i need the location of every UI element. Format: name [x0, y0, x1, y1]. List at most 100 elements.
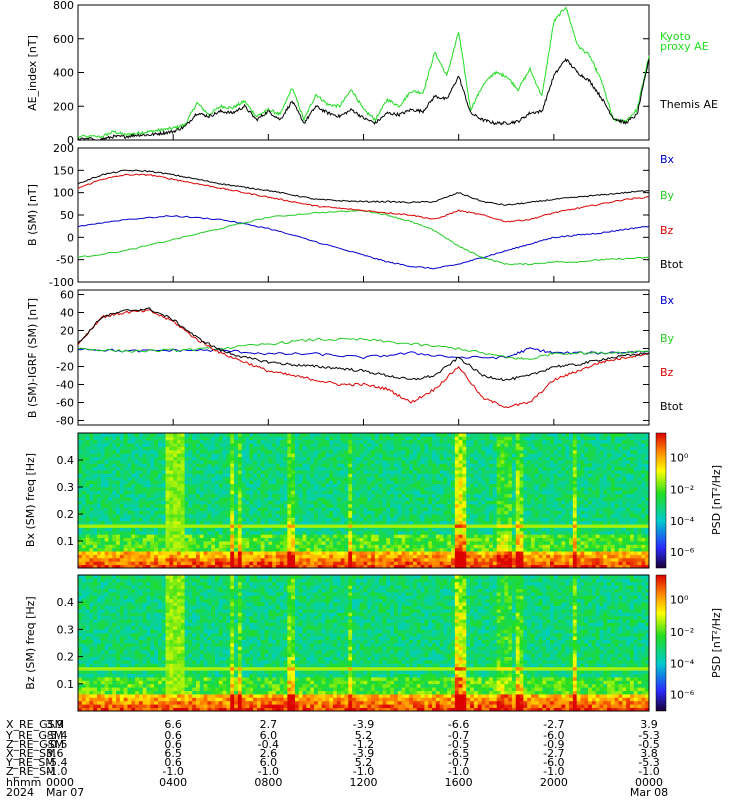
spectrogram-cell [249, 530, 254, 535]
spectrogram-cell [283, 527, 288, 532]
spectrogram-cell [218, 433, 224, 437]
spectrogram-cell [534, 527, 540, 532]
spectrogram-cell [291, 436, 296, 441]
spectrogram-cell [538, 561, 543, 566]
spectrogram-cell [249, 507, 254, 512]
spectrogram-cell [264, 487, 269, 491]
spectrogram-cell [203, 480, 208, 485]
spectrogram-cell [127, 453, 132, 458]
spectrogram-cell [176, 460, 182, 464]
spectrogram-cell [131, 564, 136, 569]
spectrogram-cell [477, 453, 482, 458]
spectrogram-cell [237, 500, 243, 505]
spectrogram-cell [458, 527, 463, 532]
spectrogram-cell [97, 524, 102, 528]
spectrogram-cell [302, 527, 307, 532]
spectrogram-cell [367, 541, 372, 545]
spectrogram-cell [100, 514, 106, 518]
spectrogram-cell [135, 557, 140, 562]
spectrogram-cell [275, 544, 281, 549]
spectrogram-cell [504, 436, 509, 441]
spectrogram-cell [104, 561, 109, 566]
spectrogram-cell [390, 449, 395, 454]
spectrogram-cell [157, 507, 163, 512]
spectrogram-cell [523, 497, 528, 501]
spectrogram-cell [241, 527, 246, 532]
spectrogram-cell [412, 497, 418, 501]
spectrogram-cell [382, 510, 387, 515]
spectrogram-cell [530, 439, 536, 444]
spectrogram-cell [496, 503, 501, 508]
spectrogram-cell [447, 497, 452, 501]
spectrogram-cell [85, 520, 90, 525]
spectrogram-cell [169, 483, 174, 488]
spectrogram-cell [215, 476, 220, 481]
spectrogram-cell [275, 561, 281, 566]
spectrogram-cell [161, 551, 166, 555]
spectrogram-cell [481, 510, 486, 515]
spectrogram-cell [481, 561, 486, 566]
spectrogram-cell [123, 554, 128, 559]
spectrogram-cell [119, 483, 125, 488]
spectrogram-cell [196, 449, 201, 454]
spectrogram-cell [241, 483, 246, 488]
spectrogram-cell [481, 487, 486, 491]
spectrogram-cell [264, 476, 269, 481]
spectrogram-cell [268, 530, 273, 535]
spectrogram-cell [157, 446, 163, 451]
spectrogram-cell [352, 433, 357, 437]
spectrogram-cell [283, 456, 288, 461]
spectrogram-cell [294, 520, 300, 525]
spectrogram-cell [104, 433, 109, 437]
spectrogram-cell [496, 554, 501, 559]
spectrogram-cell [401, 561, 406, 566]
spectrogram-cell [81, 534, 87, 539]
spectrogram-cell [119, 503, 125, 508]
spectrogram-cell [397, 524, 402, 528]
spectrogram-cell [504, 470, 509, 474]
spectrogram-cell [515, 554, 520, 559]
spectrogram-cell [192, 500, 197, 505]
spectrogram-cell [207, 483, 212, 488]
spectrogram-cell [237, 470, 243, 474]
spectrogram-cell [325, 514, 330, 518]
spectrogram-cell [104, 541, 109, 545]
spectrogram-cell [492, 483, 498, 488]
spectrogram-cell [481, 439, 486, 444]
spectrogram-cell [393, 500, 399, 505]
spectrogram-cell [287, 557, 292, 562]
spectrogram-cell [283, 547, 288, 552]
spectrogram-cell [264, 470, 269, 474]
spectrogram-cell [439, 493, 444, 498]
spectrogram-cell [306, 493, 311, 498]
spectrogram-cell [234, 456, 239, 461]
spectrogram-cell [283, 446, 288, 451]
spectrogram-cell [291, 463, 296, 468]
spectrogram-cell [173, 439, 178, 444]
spectrogram-cell [215, 510, 220, 515]
spectrogram-cell [485, 460, 490, 464]
spectrogram-cell [222, 544, 227, 549]
spectrogram-cell [405, 554, 410, 559]
spectrogram-cell [154, 487, 159, 491]
spectrogram-cell [93, 527, 98, 532]
spectrogram-cell [199, 443, 205, 447]
spectrogram-cell [466, 483, 471, 488]
spectrogram-cell [222, 463, 227, 468]
spectrogram-cell [412, 507, 418, 512]
spectrogram-cell [382, 446, 387, 451]
spectrogram-cell [291, 534, 296, 539]
spectrogram-cell [131, 561, 136, 566]
spectrogram-cell [108, 463, 113, 468]
spectrogram-cell [222, 551, 227, 555]
spectrogram-cell [222, 490, 227, 495]
spectrogram-cell [306, 456, 311, 461]
spectrogram-cell [534, 561, 540, 566]
spectrogram-cell [355, 514, 361, 518]
spectrogram-cell [428, 541, 433, 545]
spectrogram-cell [470, 564, 475, 569]
spectrogram-cell [409, 453, 414, 458]
spectrogram-cell [401, 530, 406, 535]
spectrogram-cell [215, 547, 220, 552]
spectrogram-cell [146, 557, 151, 562]
